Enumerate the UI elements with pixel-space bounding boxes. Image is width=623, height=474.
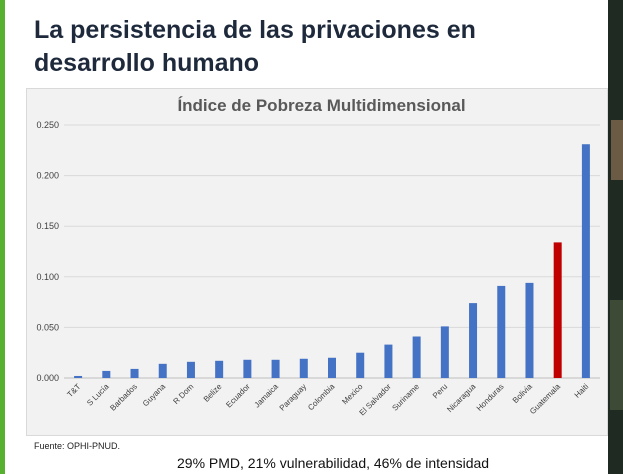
bar <box>130 368 139 378</box>
bar <box>186 361 195 378</box>
bar <box>74 375 83 378</box>
x-tick-label: R Dom <box>171 382 195 406</box>
source-note: Fuente: OPHI-PNUD. <box>34 441 121 451</box>
bar <box>581 144 590 378</box>
bar <box>328 357 336 378</box>
bar <box>553 242 562 378</box>
bar <box>356 352 365 378</box>
y-tick-label: 0.100 <box>36 272 59 282</box>
x-tick-label: T&T <box>65 382 82 399</box>
bar <box>469 303 478 378</box>
bar <box>525 282 534 378</box>
x-tick-label: S Lucía <box>85 382 111 408</box>
x-tick-label: Nicaragua <box>445 382 478 415</box>
y-tick-label: 0.000 <box>36 373 59 383</box>
bar <box>440 326 449 378</box>
x-tick-label: Bolivia <box>511 382 534 405</box>
background-photo-strip <box>608 0 623 474</box>
bar <box>102 370 111 378</box>
x-tick-label: Belize <box>202 382 224 404</box>
x-tick-label: Barbados <box>108 382 139 413</box>
x-tick-label: Haiti <box>573 382 591 400</box>
y-tick-label: 0.050 <box>36 322 59 332</box>
bar <box>299 358 308 378</box>
x-tick-label: Guatemala <box>528 382 562 416</box>
slide-title: La persistencia de las privaciones en de… <box>34 16 476 77</box>
x-tick-label: Peru <box>431 382 449 400</box>
y-tick-label: 0.150 <box>36 221 59 231</box>
x-tick-label: Colombia <box>306 382 337 413</box>
x-tick-label: Paraguay <box>278 382 309 413</box>
x-tick-label: Guyana <box>141 382 168 409</box>
y-tick-label: 0.250 <box>36 120 59 130</box>
x-tick-label: Mexico <box>340 382 365 407</box>
x-tick-label: Ecuador <box>224 382 252 410</box>
bar <box>384 344 393 378</box>
x-tick-label: Honduras <box>475 382 506 413</box>
bar-chart: 0.000 0.050 0.100 0.150 0.200 0.250 T&T S Lucía… <box>36 120 600 417</box>
y-tick-label: 0.200 <box>36 171 59 181</box>
bar <box>412 336 421 378</box>
bar <box>271 359 280 378</box>
bar <box>243 359 252 378</box>
accent-bar <box>0 0 5 474</box>
x-tick-label: Suriname <box>390 382 421 413</box>
summary-note: 29% PMD, 21% vulnerabilidad, 46% de inte… <box>177 455 490 471</box>
bar <box>497 285 506 378</box>
chart-title: Índice de Pobreza Multidimensional <box>177 96 466 115</box>
bar <box>215 360 224 378</box>
x-tick-label: Jamaica <box>253 382 281 410</box>
bar <box>158 363 167 378</box>
